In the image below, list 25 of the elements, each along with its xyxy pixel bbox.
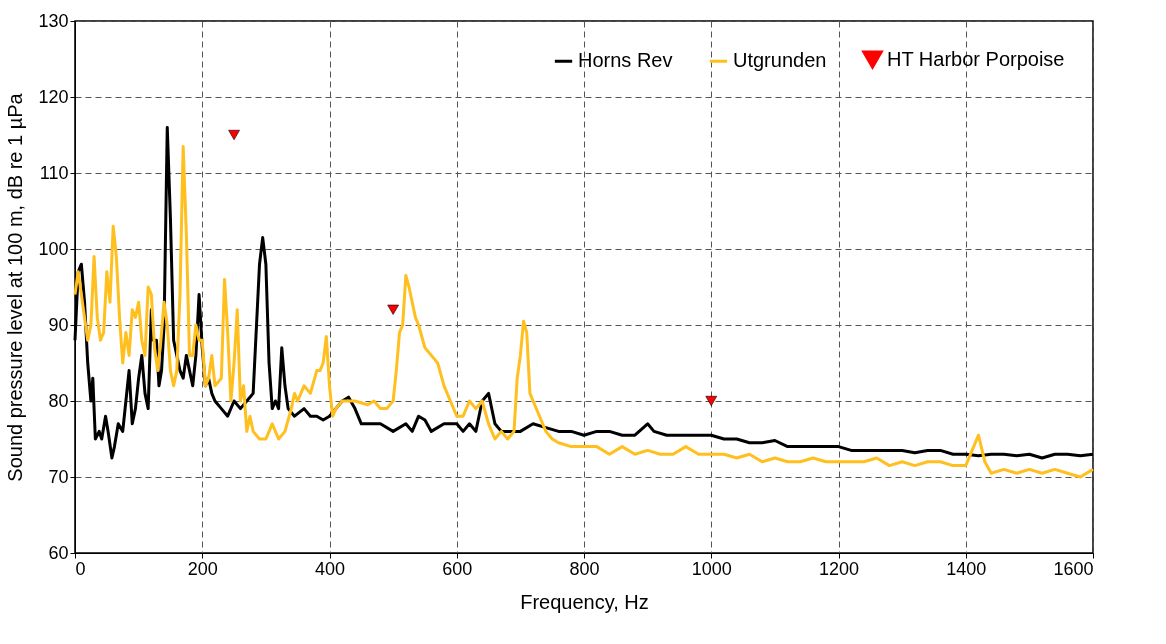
x-tick-label: 1400 — [946, 558, 987, 579]
x-tick-label: 1600 — [1053, 558, 1094, 579]
y-tick-label: 110 — [39, 162, 69, 183]
x-tick-label: 400 — [314, 558, 346, 579]
x-tick-label: 800 — [569, 558, 600, 579]
y-tick-label: 100 — [38, 238, 69, 259]
point — [387, 304, 399, 315]
y-tick-label: 120 — [38, 86, 69, 107]
y-tick-label: 60 — [48, 542, 69, 563]
x-tick-label: 200 — [187, 558, 218, 579]
legend-label: HT Harbor Porpoise — [887, 47, 1065, 70]
legend-label: Horns Rev — [578, 49, 673, 72]
point — [228, 129, 240, 141]
x-tick-label: 1200 — [818, 558, 860, 579]
x-tick-label: 0 — [75, 558, 86, 579]
x-tick-label: 600 — [442, 558, 473, 579]
x-axis-title: Frequency, Hz — [520, 590, 649, 613]
y-tick-label: 90 — [48, 314, 69, 335]
point — [705, 395, 718, 407]
y-tick-label: 130 — [38, 10, 69, 31]
y-axis-title: Sound pressure level at 100 m, dB re 1 µPa — [4, 92, 27, 482]
x-tick-label: 1000 — [691, 558, 732, 579]
y-tick-label: 80 — [48, 390, 69, 411]
legend-label: Utgrunden — [733, 49, 827, 72]
y-tick-label: 70 — [48, 466, 69, 487]
